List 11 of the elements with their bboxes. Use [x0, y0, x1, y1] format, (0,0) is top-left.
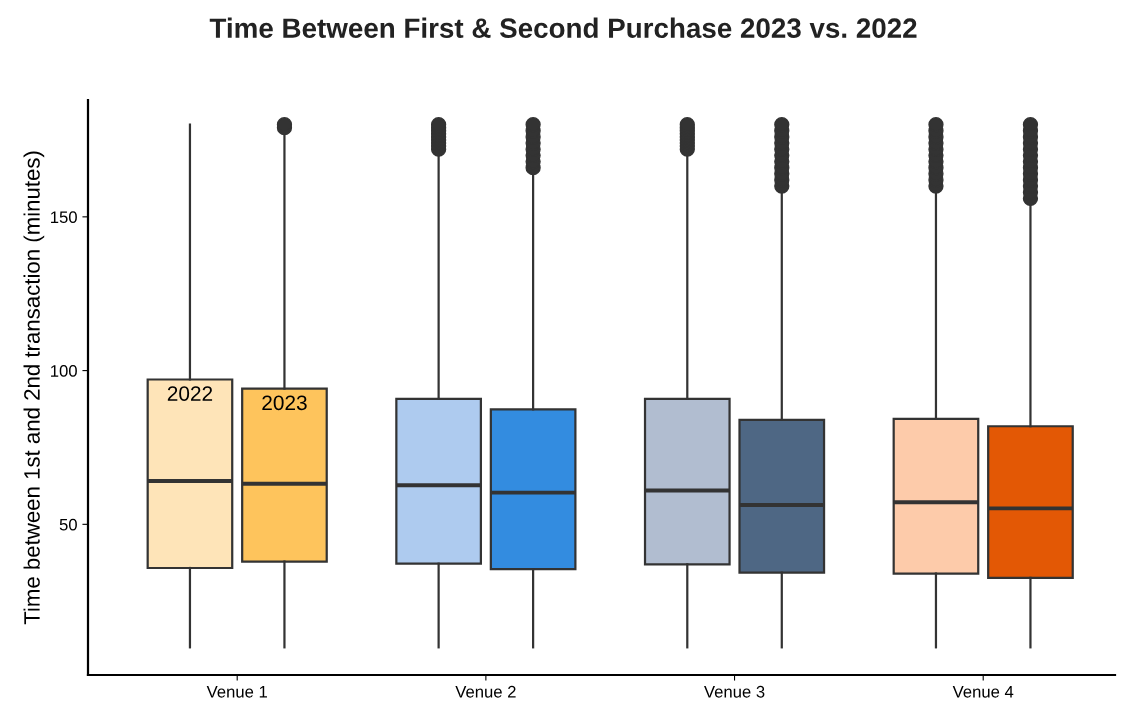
x-tick-label: Venue 4 — [952, 686, 1014, 698]
chart-title: Time Between First & Second Purchase 2023 vs. 2022 — [209, 17, 917, 39]
y-tick-label: 150 — [51, 211, 77, 224]
x-tick-label: Venue 1 — [206, 686, 267, 698]
y-tick-label: 100 — [51, 364, 77, 377]
y-tick-label: 50 — [59, 518, 77, 531]
series-label: 2022 — [167, 386, 213, 401]
series-label: 2023 — [262, 395, 307, 411]
y-axis-title: Time between 1st and 2nd transaction (minutes) — [23, 151, 45, 625]
x-tick-label: Venue 3 — [704, 685, 765, 698]
x-tick-label: Venue 2 — [455, 685, 516, 698]
